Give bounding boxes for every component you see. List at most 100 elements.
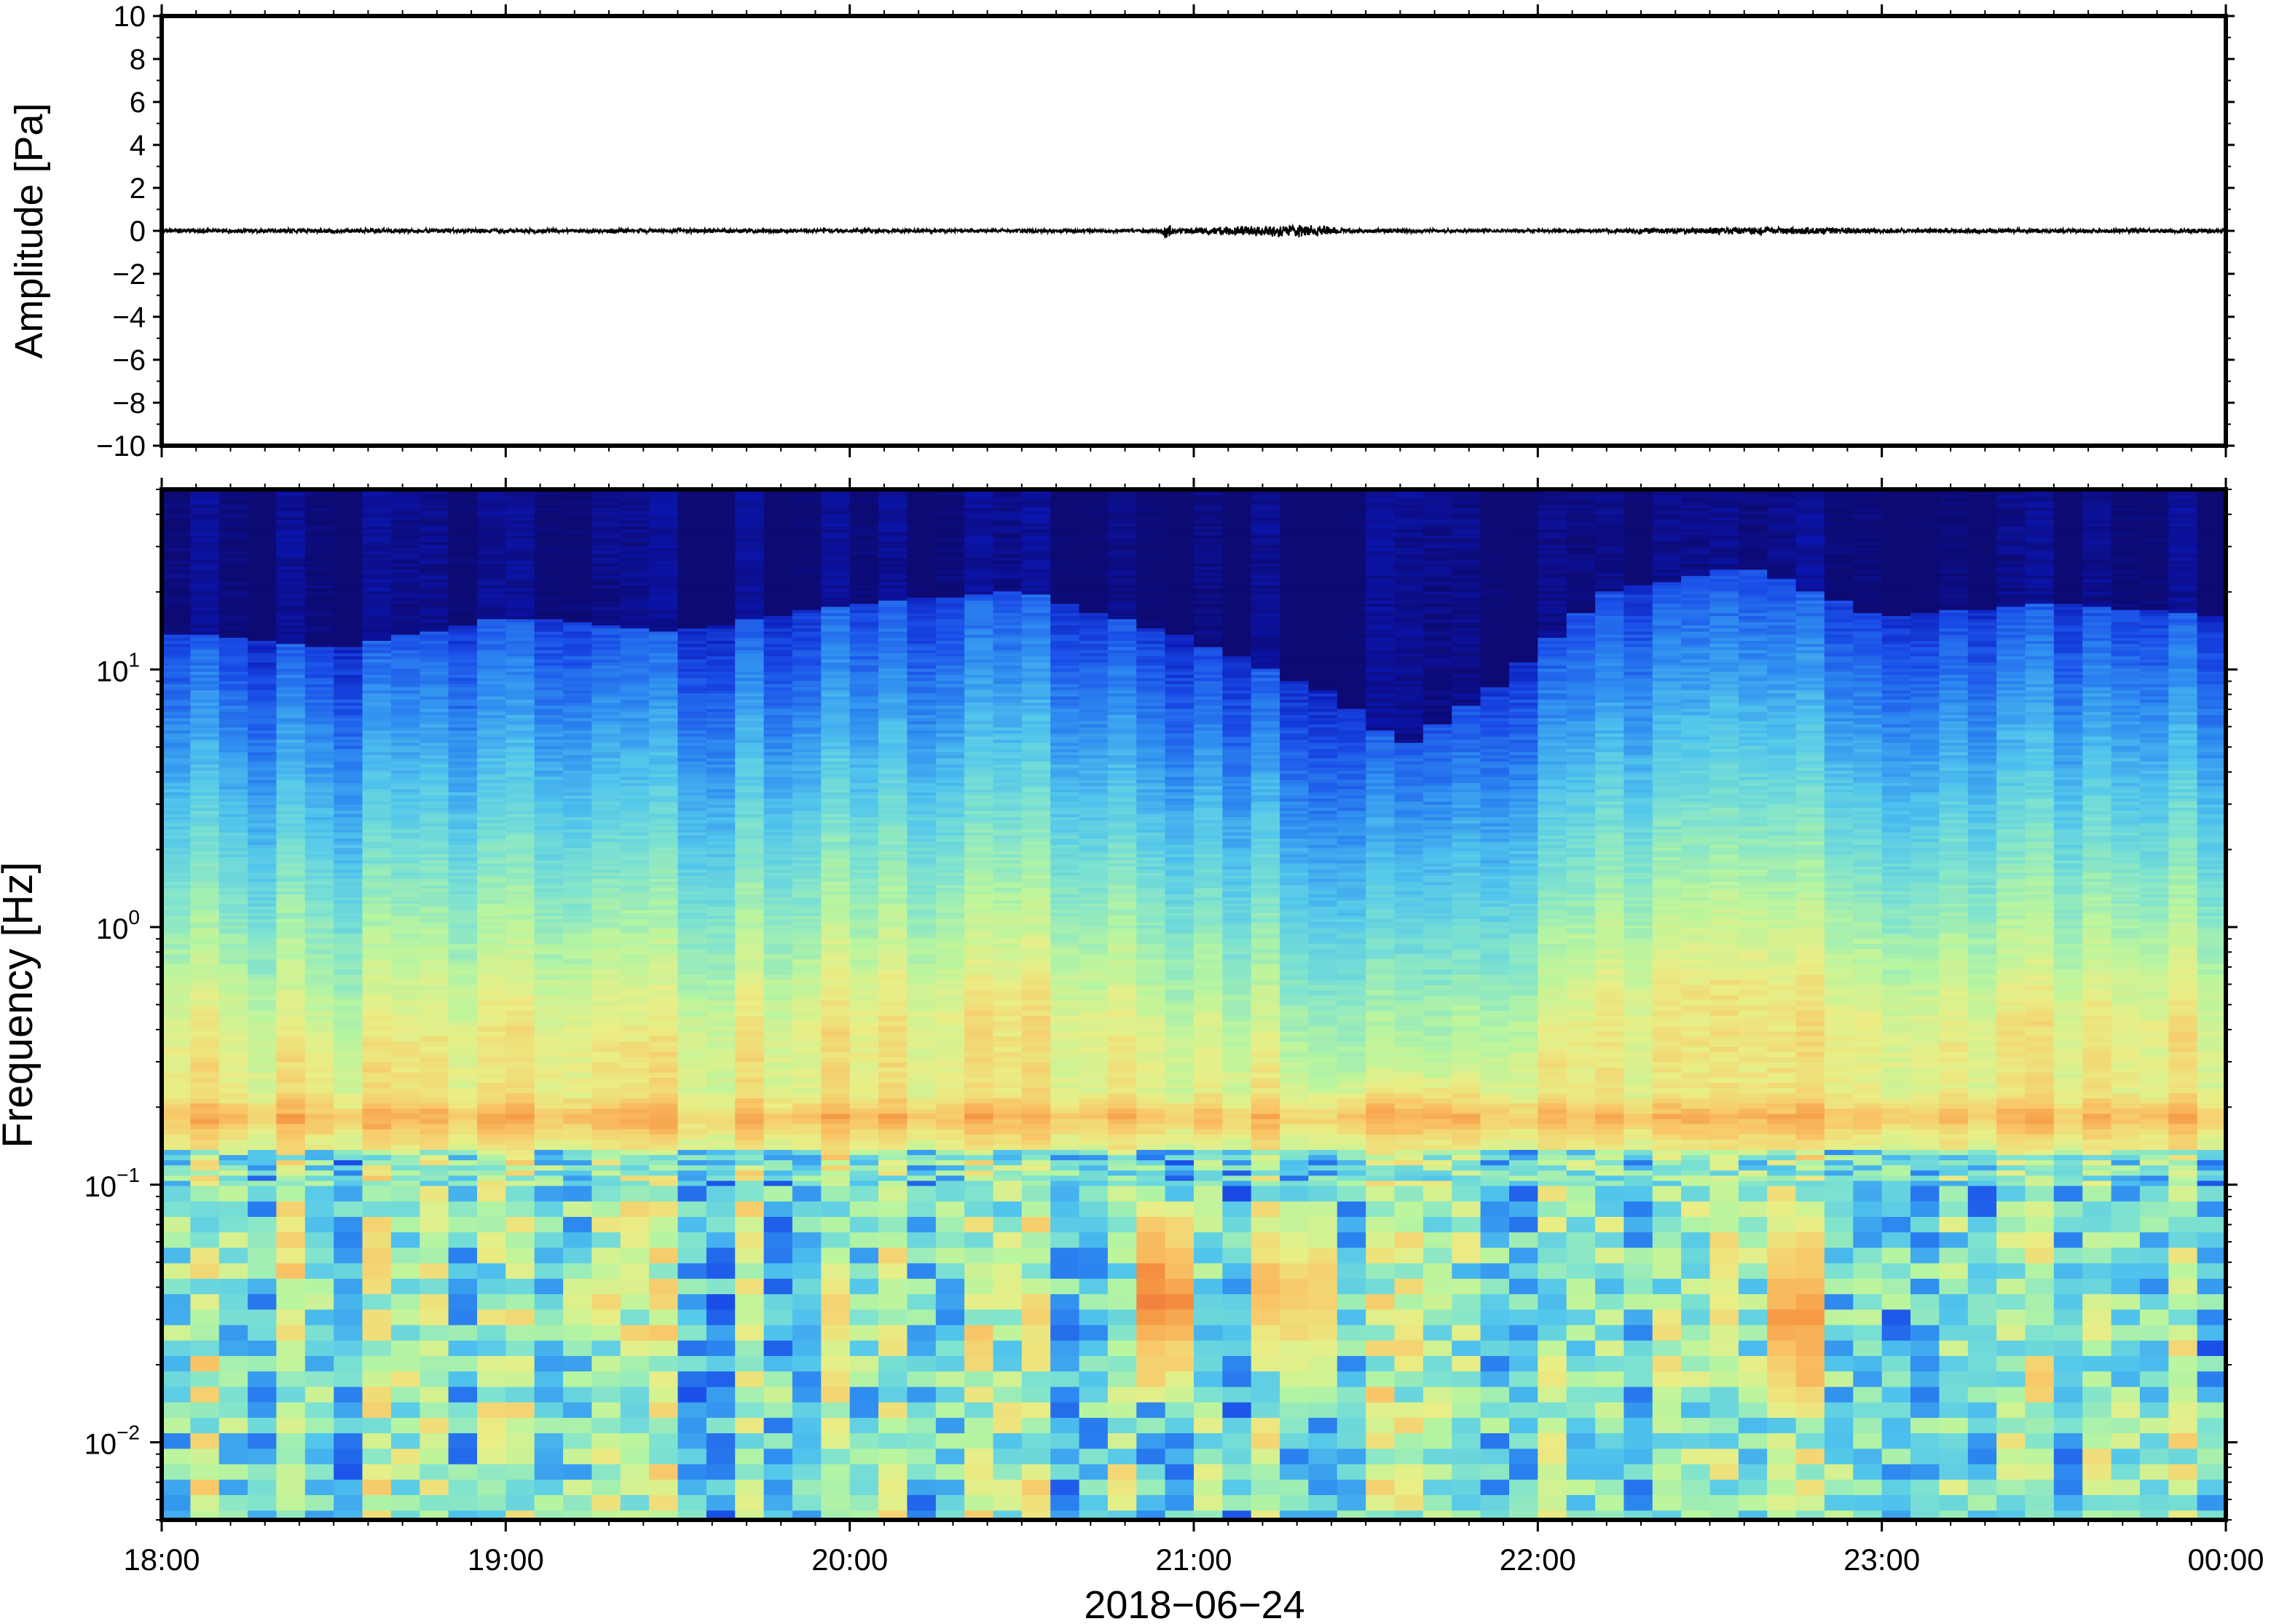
spectrogram-cell [534, 938, 564, 945]
spectrogram-cell [735, 933, 765, 939]
spectrogram-cell [735, 900, 765, 904]
spectrogram-cell [248, 1011, 278, 1017]
spectrogram-cell [534, 795, 564, 800]
spectrogram-cell [735, 888, 765, 892]
spectrogram-cell [505, 985, 535, 991]
spectrogram-cell [334, 1052, 363, 1058]
spectrogram-cell [390, 616, 420, 620]
spectrogram-cell [735, 878, 765, 883]
spectrogram-cell [591, 721, 621, 725]
spectrogram-cell [162, 656, 191, 660]
spectrogram-cell [390, 511, 420, 515]
spectrogram-cell [448, 891, 478, 895]
spectrogram-cell [304, 696, 334, 701]
spectrogram-cell [677, 949, 707, 955]
spectrogram-cell [649, 1464, 679, 1481]
spectrogram-cell [219, 848, 248, 852]
spectrogram-cell [591, 696, 621, 701]
spectrogram-cell [219, 761, 248, 765]
spectrogram-cell [248, 773, 278, 778]
spectrogram-cell [276, 1124, 306, 1130]
spectrogram-cell [390, 588, 420, 592]
spectrogram-cell [162, 514, 191, 518]
spectrogram-cell [162, 863, 191, 867]
spectrogram-cell [362, 1247, 392, 1264]
spectrogram-cell [276, 647, 306, 651]
spectrogram-cell [706, 634, 736, 639]
spectrogram-cell [792, 733, 822, 738]
spectrogram-cell [190, 529, 220, 533]
spectrogram-cell [563, 523, 593, 527]
spectrogram-cell [304, 554, 334, 558]
spectrogram-cell [362, 567, 392, 570]
spectrogram-cell [190, 659, 220, 663]
spectrogram-cell [190, 1170, 220, 1176]
spectrogram-cell [420, 1356, 449, 1372]
spectrogram-cell [334, 610, 363, 614]
spectrogram-cell [420, 1052, 449, 1058]
spectrogram-cell [162, 1180, 191, 1187]
spectrogram-cell [334, 1340, 363, 1357]
spectrogram-cell [620, 1175, 650, 1182]
spectrogram-cell [334, 805, 363, 808]
spectrogram-cell [420, 1057, 449, 1063]
spectrogram-cell [620, 805, 650, 808]
spectrogram-cell [219, 508, 248, 512]
spectrogram-cell [219, 637, 248, 642]
spectrogram-cell [505, 813, 535, 818]
spectrogram-cell [563, 1041, 593, 1048]
spectrogram-cell [190, 969, 220, 976]
spectrogram-cell [649, 1180, 679, 1187]
spectrogram-cell [649, 1160, 679, 1166]
spectrogram-cell [763, 1201, 793, 1218]
spectrogram-cell [248, 505, 278, 508]
spectrogram-cell [706, 736, 736, 741]
spectrogram-cell [448, 938, 478, 945]
spectrogram-cell [448, 910, 478, 914]
spectrogram-cell [219, 1160, 248, 1166]
spectrogram-cell [735, 1464, 765, 1481]
spectrogram-cell [534, 511, 564, 515]
spectrogram-cell [219, 949, 248, 955]
spectrogram-cell [304, 572, 334, 577]
spectrogram-cell [190, 780, 220, 784]
spectrogram-cell [362, 773, 392, 778]
spectrogram-cell [477, 532, 506, 537]
spectrogram-cell [735, 1103, 765, 1109]
spectrogram-cell [563, 854, 593, 858]
spectrogram-cell [162, 616, 191, 620]
spectrogram-cell [362, 786, 392, 790]
spectrogram-cell [534, 755, 564, 759]
spectrogram-cell [162, 721, 191, 725]
spectrogram-cell [304, 622, 334, 626]
spectrogram-cell [190, 832, 220, 836]
spectrogram-cell [477, 1160, 506, 1166]
spectrogram-cell [792, 597, 822, 602]
spectrogram-cell [477, 526, 506, 530]
spectrogram-cell [706, 1021, 736, 1027]
spectrogram-cell [763, 786, 793, 790]
spectrogram-cell [620, 1340, 650, 1357]
spectrogram-cell [420, 1011, 449, 1017]
spectrogram-cell [390, 841, 420, 845]
spectrogram-cell [505, 835, 535, 840]
spectrogram-cell [706, 1119, 736, 1125]
spectrogram-cell [763, 517, 793, 521]
spectrogram-cell [706, 706, 736, 709]
spectrogram-cell [505, 1433, 535, 1449]
spectrogram-cell [477, 1031, 506, 1037]
spectrogram-cell [505, 848, 535, 852]
spectrogram-cell [792, 505, 822, 508]
spectrogram-cell [219, 687, 248, 691]
spectrogram-cell [390, 520, 420, 524]
spectrogram-cell [162, 808, 191, 811]
spectrogram-cell [304, 783, 334, 787]
spectrogram-cell [334, 727, 363, 731]
spectrogram-cell [219, 529, 248, 533]
spectrogram-cell [591, 1201, 621, 1218]
spectrogram-cell [190, 813, 220, 818]
spectrogram-cell [448, 1119, 478, 1125]
spectrogram-cell [362, 832, 392, 836]
spectrogram-cell [706, 572, 736, 577]
spectrogram-cell [563, 681, 593, 685]
